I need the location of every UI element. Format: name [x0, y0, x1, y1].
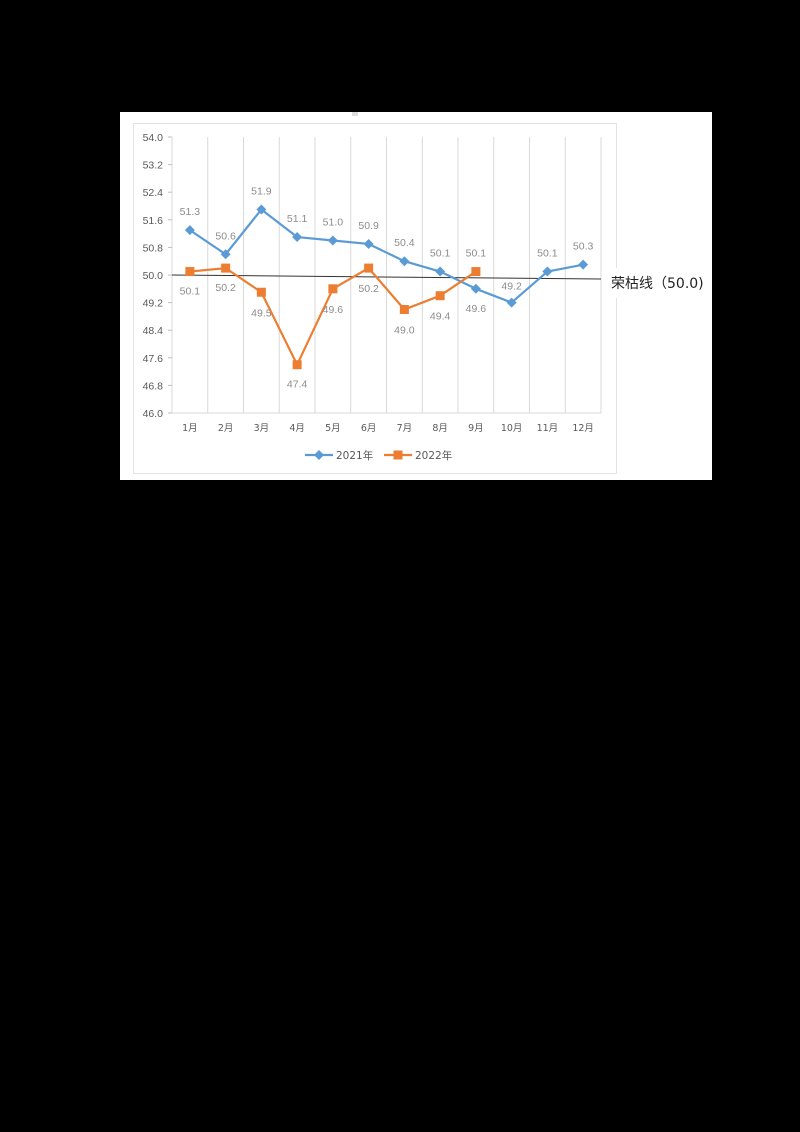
- x-tick-label: 1月: [182, 423, 198, 434]
- data-series: [184, 204, 589, 370]
- square-marker: [364, 263, 374, 273]
- data-label: 50.1: [430, 248, 451, 260]
- legend-square-icon: [393, 450, 403, 460]
- square-marker: [221, 263, 231, 273]
- data-label: 50.2: [215, 282, 236, 294]
- data-label: 49.6: [323, 304, 344, 316]
- series-line-2021年: [189, 208, 584, 304]
- diamond-marker: [578, 259, 589, 270]
- data-label: 51.3: [180, 206, 201, 218]
- x-tick-label: 12月: [572, 423, 594, 434]
- x-tick-label: 5月: [325, 423, 341, 434]
- data-label: 50.2: [358, 283, 379, 295]
- data-label: 51.9: [251, 185, 272, 197]
- diamond-marker: [327, 235, 338, 246]
- data-label: 50.1: [466, 248, 487, 260]
- y-tick-label: 52.4: [143, 187, 164, 199]
- diamond-marker: [363, 238, 374, 249]
- diamond-marker: [256, 204, 267, 215]
- data-label: 50.3: [573, 241, 594, 253]
- legend-diamond-icon: [314, 450, 324, 460]
- diamond-marker: [470, 283, 481, 294]
- data-label: 49.4: [430, 311, 451, 323]
- x-tick-label: 4月: [289, 423, 305, 434]
- x-tick-label: 2月: [218, 423, 234, 434]
- y-tick-label: 46.0: [143, 408, 164, 420]
- y-tick-label: 47.6: [143, 353, 164, 365]
- chart-panel: [133, 123, 617, 474]
- x-tick-label: 3月: [254, 423, 270, 434]
- diamond-marker: [184, 225, 195, 236]
- diamond-marker: [542, 266, 553, 277]
- x-tick-label: 11月: [537, 423, 559, 434]
- data-label: 49.6: [466, 303, 487, 315]
- data-label: 49.0: [394, 325, 415, 337]
- y-tick-label: 50.0: [143, 270, 164, 282]
- reference-label-background: [604, 268, 704, 298]
- data-label: 50.1: [537, 248, 558, 260]
- y-tick-label: 49.2: [143, 298, 164, 310]
- y-tick-label: 50.8: [143, 242, 164, 254]
- data-label: 49.5: [251, 307, 272, 319]
- x-tick-label: 10月: [501, 423, 523, 434]
- data-label: 51.1: [287, 213, 308, 225]
- square-marker: [185, 267, 195, 277]
- x-tick-label: 9月: [468, 423, 484, 434]
- square-marker: [292, 360, 302, 370]
- square-marker: [256, 287, 266, 297]
- x-tick-label: 6月: [361, 423, 377, 434]
- legend-label: 2021年: [336, 449, 373, 462]
- y-tick-label: 54.0: [143, 132, 164, 144]
- data-label: 50.4: [394, 237, 415, 249]
- scan-artifact: [352, 112, 358, 116]
- boom-bust-reference-line: [171, 274, 602, 280]
- data-label: 50.1: [180, 286, 201, 298]
- data-label: 51.0: [323, 217, 344, 229]
- reference-line-label: 荣枯线（50.0): [611, 276, 704, 292]
- x-axis: 1月 2月 3月 4月 5月 6月 7月 8月 9月 10月 11月 12月: [172, 412, 601, 434]
- square-marker: [471, 267, 481, 277]
- vertical-gridlines: [207, 137, 602, 413]
- diamond-marker: [435, 266, 446, 277]
- diamond-marker: [292, 232, 303, 243]
- y-tick-label: 53.2: [143, 160, 164, 172]
- diamond-marker: [506, 297, 517, 308]
- data-label: 50.9: [358, 220, 379, 232]
- diamond-marker: [399, 256, 410, 267]
- square-marker: [328, 284, 338, 294]
- y-tick-label: 51.6: [143, 215, 164, 227]
- y-axis: 54.0 53.2 52.4 51.6 50.8 50.0 49.2 48.4 47.6 46.8…: [143, 132, 173, 420]
- legend: 2021年 2022年: [305, 449, 452, 462]
- data-label: 49.2: [501, 281, 522, 293]
- legend-label: 2022年: [415, 449, 452, 462]
- x-tick-label: 8月: [432, 423, 448, 434]
- x-tick-label: 7月: [397, 423, 413, 434]
- square-marker: [435, 291, 445, 301]
- data-labels: 51.3 50.6 51.9 51.1 51.0 50.9 50.4 50.1 49.6 49.2…: [180, 185, 594, 390]
- y-tick-label: 46.8: [143, 380, 164, 392]
- diamond-marker: [220, 249, 231, 260]
- data-label: 50.6: [215, 230, 236, 242]
- square-marker: [399, 305, 409, 314]
- y-tick-label: 48.4: [143, 325, 164, 337]
- data-label: 47.4: [287, 379, 308, 391]
